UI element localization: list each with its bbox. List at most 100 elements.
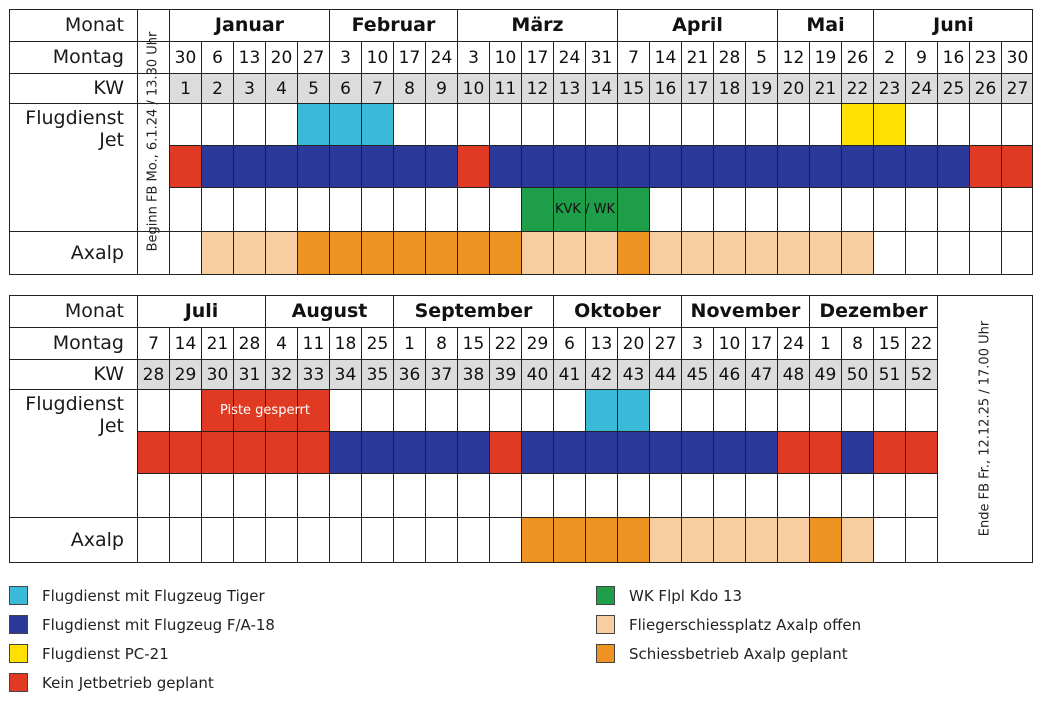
flugdienst-row1-cell: [521, 103, 553, 145]
monday-cell: 30: [169, 41, 201, 73]
flugdienst-row3-cell: [169, 473, 201, 517]
axalp-cell: [745, 231, 777, 275]
flugdienst-row1-cell: [969, 103, 1001, 145]
kw-cell: 30: [201, 359, 233, 389]
flugdienst-row2-cell: [265, 145, 297, 187]
legend-swatch: [9, 673, 28, 692]
legend-swatch: [596, 586, 615, 605]
kw-cell: 44: [649, 359, 681, 389]
kw-cell: 29: [169, 359, 201, 389]
flugdienst-row3-cell: [201, 187, 233, 231]
flugdienst-row3-cell: [137, 473, 169, 517]
kw-cell: 23: [873, 73, 905, 103]
flugdienst-row2-cell: [393, 145, 425, 187]
flugdienst-row1-cell: [713, 389, 745, 431]
monday-cell: 17: [393, 41, 425, 73]
flugdienst-row2-cell: [265, 431, 297, 473]
monday-cell: 11: [297, 327, 329, 359]
monday-cell: 9: [905, 41, 937, 73]
axalp-cell: [329, 517, 361, 563]
kw-cell: 5: [297, 73, 329, 103]
axalp-cell: [873, 517, 905, 563]
month-3: April: [617, 9, 777, 41]
month-1: August: [265, 295, 393, 327]
axalp-cell: [137, 517, 169, 563]
kw-cell: 3: [233, 73, 265, 103]
flugdienst-row3-cell: [873, 473, 905, 517]
flugdienst-row2-cell: [329, 431, 361, 473]
flugdienst-row1-cell: [265, 389, 297, 431]
label-monat: Monat: [64, 300, 124, 322]
row-separator: [9, 327, 937, 328]
flugdienst-row2-cell: [393, 431, 425, 473]
flugdienst-row2-cell: [553, 431, 585, 473]
flugdienst-row3-cell: [841, 187, 873, 231]
monday-cell: 19: [809, 41, 841, 73]
monday-cell: 14: [649, 41, 681, 73]
flugdienst-row3-cell: [457, 187, 489, 231]
flugdienst-row1-cell: [425, 389, 457, 431]
flugdienst-row3-cell: [777, 473, 809, 517]
flugdienst-row2-cell: [873, 145, 905, 187]
axalp-cell: [905, 231, 937, 275]
kw-cell: 15: [617, 73, 649, 103]
row-separator: [9, 517, 937, 518]
flugdienst-row2-cell: [521, 431, 553, 473]
beginn-note: Beginn FB Mo., 6.1.24 / 13.30 Uhr: [145, 31, 161, 252]
monday-cell: 31: [585, 41, 617, 73]
kw-cell: 11: [489, 73, 521, 103]
flugdienst-row3-cell: [233, 473, 265, 517]
flugdienst-row2-cell: [233, 145, 265, 187]
kw-cell: 42: [585, 359, 617, 389]
flugdienst-row3-cell: [681, 187, 713, 231]
monday-cell: 12: [777, 41, 809, 73]
kw-cell: 22: [841, 73, 873, 103]
monday-cell: 1: [809, 327, 841, 359]
axalp-cell: [457, 231, 489, 275]
flugdienst-row1-cell: [489, 389, 521, 431]
kw-cell: 35: [361, 359, 393, 389]
kw-cell: 38: [457, 359, 489, 389]
row-separator: [9, 103, 1033, 104]
flugdienst-row2-cell: [841, 145, 873, 187]
flugdienst-row3-cell: [713, 187, 745, 231]
label-kw: KW: [93, 363, 124, 385]
monday-cell: 27: [649, 327, 681, 359]
flugdienst-row2-cell: [361, 145, 393, 187]
kw-cell: 13: [553, 73, 585, 103]
axalp-cell: [777, 231, 809, 275]
flugdienst-row1-cell: [905, 389, 937, 431]
flugdienst-row3-cell: [745, 187, 777, 231]
flugdienst-row1-cell: [745, 103, 777, 145]
flugdienst-row2-cell: [457, 431, 489, 473]
label-divider: [137, 295, 138, 563]
flugdienst-row2-cell: [201, 431, 233, 473]
flugdienst-row2-cell: [169, 145, 201, 187]
flugdienst-row2-cell: [649, 431, 681, 473]
flugdienst-row2-cell: [905, 431, 937, 473]
axalp-cell: [457, 517, 489, 563]
kw-cell: 8: [393, 73, 425, 103]
kw-cell: 24: [905, 73, 937, 103]
piste-label: Piste gesperrt: [220, 402, 310, 418]
monday-cell: 10: [361, 41, 393, 73]
legend-item: Flugdienst mit Flugzeug Tiger: [9, 586, 339, 605]
axalp-cell: [393, 517, 425, 563]
monday-cell: 15: [873, 327, 905, 359]
flugdienst-row1-cell: [329, 389, 361, 431]
flugdienst-row2-cell: [521, 145, 553, 187]
axalp-cell: [233, 517, 265, 563]
label-monat: Monat: [64, 14, 124, 36]
flugdienst-row3-cell: [905, 473, 937, 517]
row-separator: [9, 73, 1033, 74]
flugdienst-row1-cell: [617, 389, 649, 431]
axalp-cell: [265, 231, 297, 275]
month-2: März: [457, 9, 617, 41]
kw-cell: 14: [585, 73, 617, 103]
label-flugdienst: Flugdienst: [25, 107, 124, 129]
month-5: Juni: [873, 9, 1033, 41]
kw-cell: 43: [617, 359, 649, 389]
flugdienst-row2-cell: [617, 431, 649, 473]
kw-cell: 40: [521, 359, 553, 389]
flugdienst-row1-cell: [489, 103, 521, 145]
